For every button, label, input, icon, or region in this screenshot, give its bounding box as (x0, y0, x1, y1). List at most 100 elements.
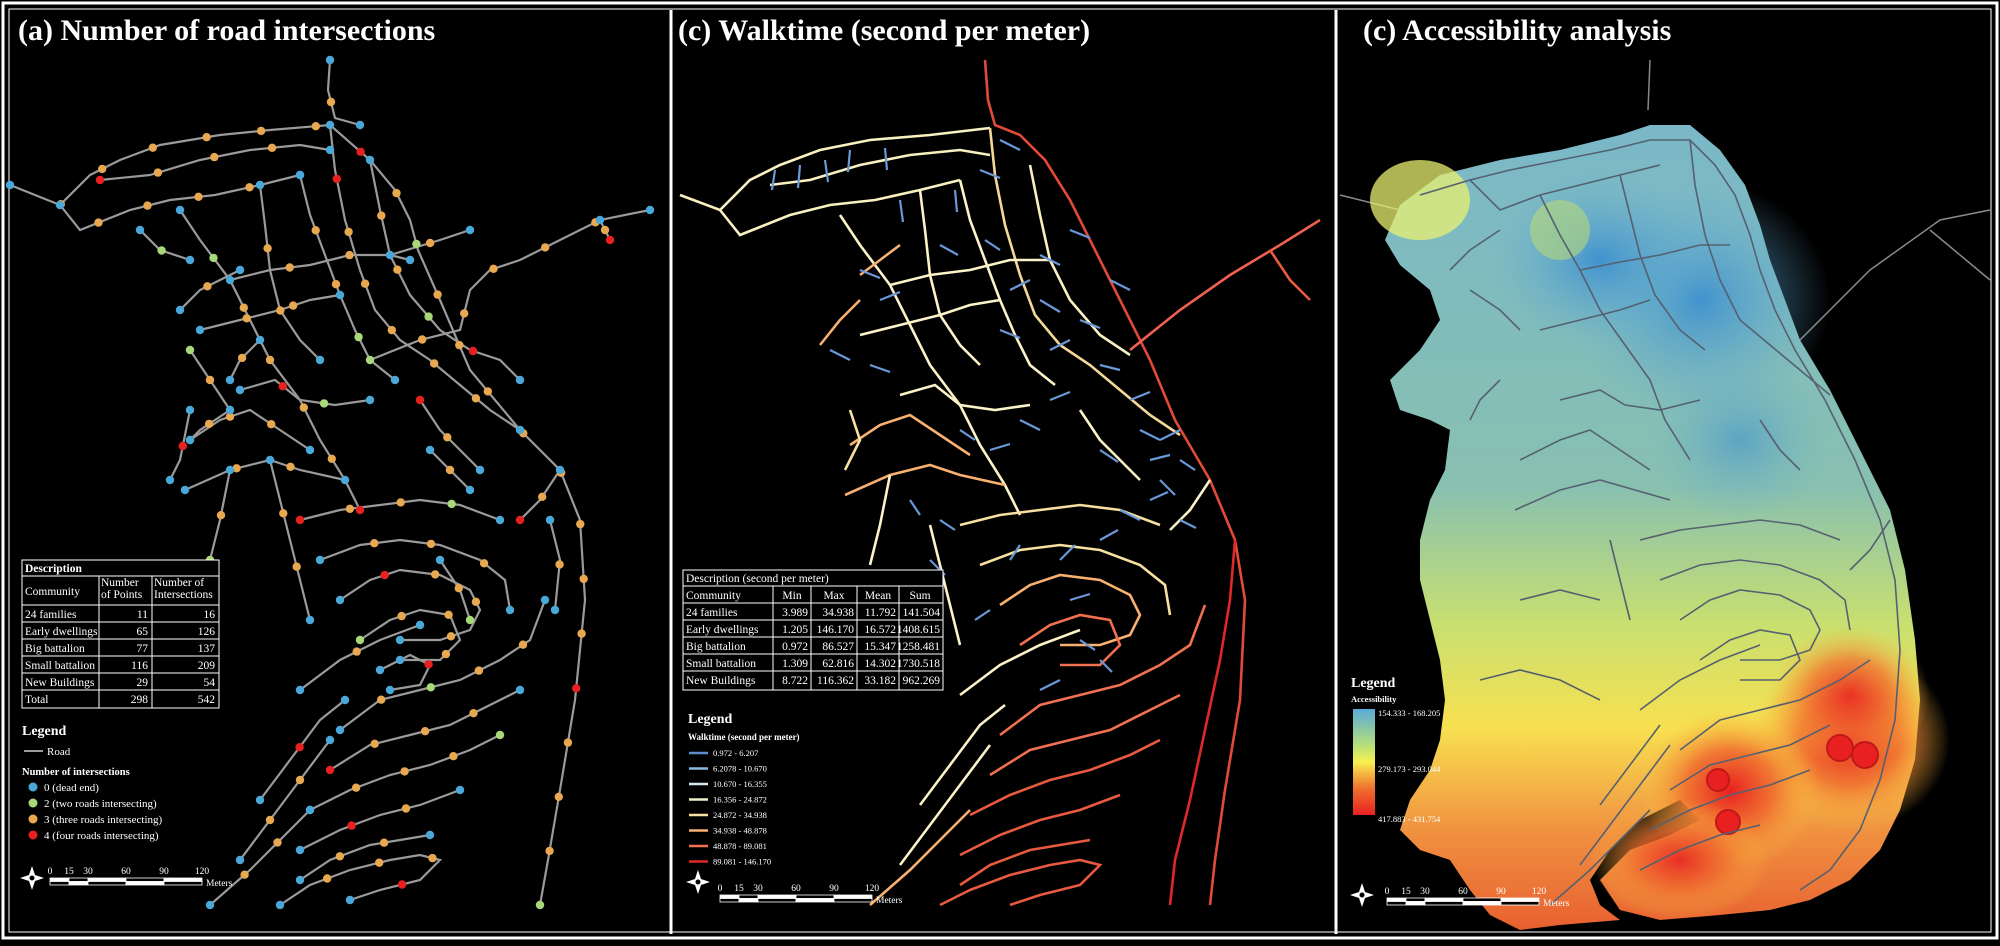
intersection-point (443, 433, 452, 442)
table-a-cell: 54 (204, 677, 216, 689)
intersection-point (424, 312, 433, 321)
intersection-point (327, 454, 336, 463)
table-b-cell: 146.170 (817, 624, 855, 636)
intersection-point (323, 874, 332, 883)
intersection-point (225, 465, 235, 475)
intersection-point (455, 785, 465, 795)
intersection-point (204, 419, 214, 429)
intersection-point (345, 895, 355, 905)
intersection-point (185, 345, 195, 355)
table-b-cell: 24 families (686, 607, 738, 619)
intersection-point (153, 168, 163, 177)
intersection-point (279, 509, 288, 518)
intersection-point (5, 180, 15, 190)
scale-tick: 120 (865, 884, 880, 894)
intersection-point (370, 739, 379, 748)
intersection-point (335, 290, 345, 300)
intersection-point (225, 412, 235, 421)
table-a-cell: 77 (137, 643, 149, 655)
intersection-point (325, 145, 335, 155)
scale-tick: 90 (829, 884, 839, 894)
intersection-point (265, 355, 275, 365)
intersection-point (351, 783, 361, 792)
table-a-cell: New Buildings (25, 677, 95, 689)
intersection-point (235, 385, 245, 395)
intersection-point (273, 838, 282, 847)
table-a-title: Description (25, 563, 82, 575)
table-b-cell: Early dwellings (686, 624, 759, 636)
table-a-cell: 137 (198, 643, 216, 655)
intersection-point (576, 519, 585, 529)
intersection-point (375, 858, 384, 867)
intersection-point (385, 685, 395, 695)
table-b-cell: 11.792 (865, 607, 896, 619)
intersection-point (295, 170, 305, 180)
intersection-point (305, 445, 315, 455)
intersection-point (425, 238, 435, 248)
intersection-point (275, 900, 285, 910)
intersection-point (340, 475, 350, 485)
intersection-point (355, 635, 365, 645)
legend-b-title: Legend (688, 712, 733, 727)
intersection-point (255, 795, 265, 805)
intersection-point (395, 635, 405, 645)
intersection-point (483, 387, 492, 396)
intersection-point (335, 725, 345, 735)
intersection-point (345, 250, 354, 260)
table-a-header-community: Community (25, 586, 80, 598)
intersection-point (390, 375, 400, 385)
intersection-point (305, 615, 315, 625)
intersection-point (515, 375, 525, 385)
intersection-point (345, 504, 355, 513)
scale-tick: 120 (195, 867, 210, 877)
scale-tick: 15 (1401, 887, 1411, 897)
north-arrow-a (20, 866, 44, 890)
intersection-point (446, 632, 456, 641)
panel-a-title: (a) Number of road intersections (18, 14, 435, 47)
intersection-point (299, 403, 308, 412)
intersection-point (387, 325, 396, 335)
table-b-cell: 141.504 (903, 607, 941, 619)
intersection-point (425, 830, 435, 840)
intersection-point (237, 353, 247, 363)
table-b-cell: 0.972 (782, 641, 808, 653)
table-b-cell: 14.302 (864, 658, 896, 670)
table-b-cell: Small battalion (686, 658, 756, 670)
intersection-point (515, 515, 525, 525)
intersection-point (295, 515, 305, 525)
table-b-header: Mean (865, 590, 891, 602)
scale-bar-b: 0 15 30 60 90 120 Meters (686, 870, 903, 906)
legend-b-item: 24.872 - 34.938 (713, 810, 767, 820)
intersection-point (175, 305, 185, 315)
legend-b-item: 34.938 - 48.878 (713, 826, 767, 836)
intersection-point (305, 805, 315, 815)
intersection-point (335, 595, 345, 605)
intersection-point (295, 775, 305, 785)
intersection-point (428, 853, 437, 863)
legend-b-item: 48.878 - 89.081 (713, 841, 767, 851)
intersection-point (355, 505, 365, 515)
scale-tick: 0 (48, 867, 53, 877)
intersection-point (203, 282, 212, 291)
legend-a-subtitle: Number of intersections (22, 767, 130, 778)
intersection-point (311, 122, 320, 131)
intersection-point (465, 615, 475, 625)
intersection-point (515, 685, 525, 695)
scale-unit: Meters (876, 896, 903, 906)
table-a-cell: 16 (204, 609, 216, 621)
north-arrow-b (686, 870, 710, 894)
accessibility-roads (1419, 139, 1901, 906)
intersection-point (400, 767, 409, 776)
legend-a-swatch (28, 798, 38, 808)
intersection-point (365, 155, 375, 165)
legend-b-item: 89.081 - 146.170 (713, 857, 771, 867)
intersection-point (325, 55, 335, 65)
intersection-point (55, 200, 65, 210)
intersection-point (475, 465, 485, 475)
intersection-point (285, 263, 294, 272)
scale-unit: Meters (1543, 899, 1570, 909)
legend-c: Legend Accessibility 154.333 - 168.205 2… (1351, 676, 1441, 824)
legend-c-high: 154.333 - 168.205 (1378, 708, 1440, 718)
table-a-cell: Early dwellings (25, 626, 98, 638)
intersection-point (397, 880, 407, 889)
